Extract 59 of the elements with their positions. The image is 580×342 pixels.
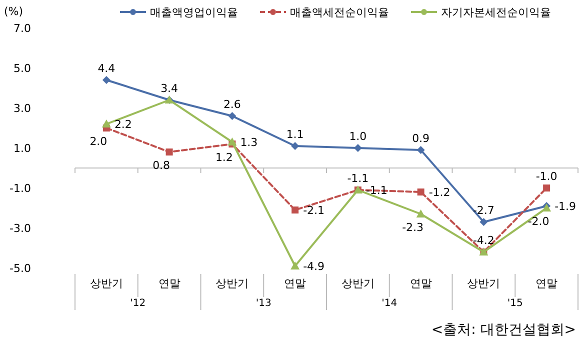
data-label: 1.2 [215,151,233,164]
data-label: 2.2 [114,118,132,131]
x-tick-label: 상반기 [90,277,123,290]
point [292,206,299,214]
point [417,188,424,196]
x-tick-label: 연말 [158,277,180,290]
data-label: -1.9 [554,200,576,213]
legend-label: 자기자본세전순이익율 [441,6,551,19]
data-label: 1.3 [240,136,258,149]
point [416,210,426,218]
text: '15 [507,298,523,309]
data-label: 2.0 [90,135,108,148]
y-tick-label: 7.0 [14,22,31,35]
y-tick-label: -3.0 [10,222,31,235]
legend-label: 매출액영업이익율 [150,6,238,19]
x-tick-label: 연말 [284,277,306,290]
text: '13 [256,298,272,309]
data-label: -2.7 [472,204,494,217]
data-label: 3.4 [160,82,178,95]
data-label: 1.0 [349,130,367,143]
point [480,218,488,226]
data-label: -4.2 [472,234,494,247]
point [228,138,237,146]
point [102,76,110,84]
data-label: -1.2 [428,186,450,199]
point [228,112,236,120]
point [354,144,362,152]
text: '12 [130,298,146,309]
data-label: 2.6 [223,98,241,111]
data-label: -2.0 [528,215,550,228]
data-label: -4.9 [303,260,325,273]
y-tick-label: 3.0 [14,102,31,115]
x-tick-label: 상반기 [341,277,374,290]
data-label: 0.8 [152,159,170,172]
x-tick-label: 연말 [536,277,558,290]
y-tick-label: 1.0 [14,142,31,155]
x-tick-label: 상반기 [467,277,500,290]
data-label: 4.4 [98,62,116,75]
data-label: -1.0 [536,170,558,183]
data-label: 1.1 [286,128,304,141]
point [416,146,425,154]
point [290,262,300,270]
text: <출처: 대한건설협회> [431,322,576,338]
point [166,148,173,156]
data-label: -2.1 [303,204,325,217]
point [291,142,300,150]
point [102,120,111,128]
y-axis-title: (%) [4,5,24,18]
y-tick-label: -1.0 [10,182,31,195]
data-label: -2.3 [402,221,424,234]
y-tick-label: -5.0 [10,262,31,275]
y-tick-label: 5.0 [14,62,31,75]
x-tick-label: 연말 [410,277,432,290]
legend-label: 매출액세전순이익율 [290,6,389,19]
data-label: -1.1 [347,172,369,185]
text: '14 [382,298,398,309]
x-tick-label: 상반기 [216,277,249,290]
point [543,184,550,192]
data-label: 0.9 [412,132,430,145]
